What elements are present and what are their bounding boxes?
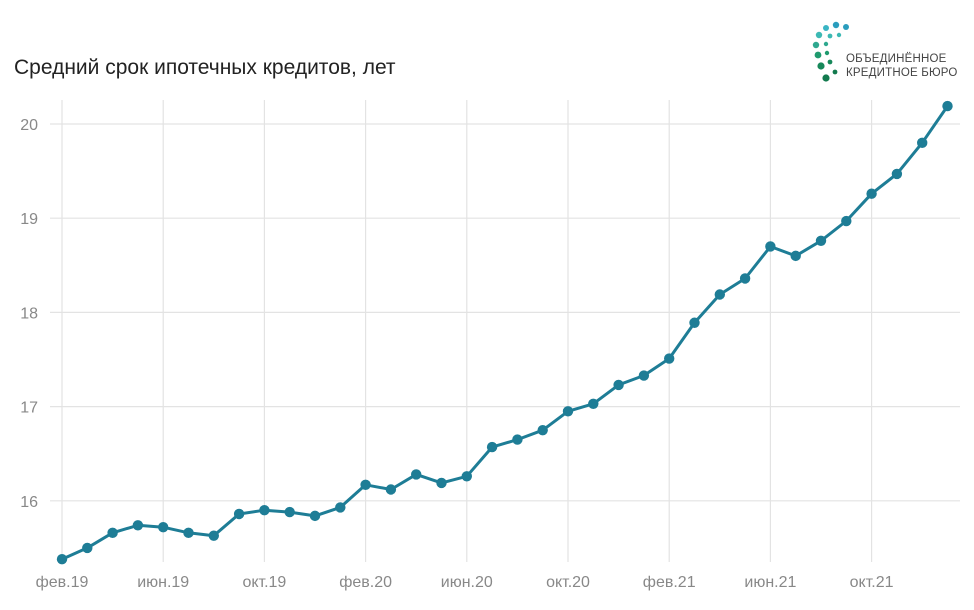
data-point xyxy=(613,379,624,391)
data-point xyxy=(436,477,447,489)
data-point xyxy=(385,484,397,495)
x-tick-label: июн.19 xyxy=(137,574,189,591)
x-tick-label: окт.19 xyxy=(242,574,286,591)
x-tick-label: окт.21 xyxy=(850,574,894,591)
x-gridlines xyxy=(61,100,873,562)
data-point xyxy=(512,434,523,445)
data-point xyxy=(284,506,295,518)
y-tick-label: 16 xyxy=(20,494,38,511)
data-point xyxy=(739,273,751,284)
data-point xyxy=(82,542,93,554)
x-tick-label: фев.19 xyxy=(36,574,89,591)
data-point xyxy=(107,527,118,539)
data-point xyxy=(714,289,725,300)
data-point xyxy=(183,527,194,539)
y-tick-labels: 16 17 18 19 20 xyxy=(20,117,38,511)
data-point xyxy=(132,520,144,531)
data-point xyxy=(158,521,169,533)
okb-logo: ОБЪЕДИНЁННОЕ КРЕДИТНОЕ БЮРО xyxy=(810,20,960,90)
x-tick-label: окт.20 xyxy=(546,574,590,591)
data-point xyxy=(588,398,599,409)
x-tick-label: июн.20 xyxy=(441,574,493,591)
data-point xyxy=(208,530,219,541)
data-point xyxy=(790,250,801,262)
data-point xyxy=(917,137,928,149)
data-point xyxy=(765,241,776,252)
y-gridlines xyxy=(50,123,960,502)
y-tick-label: 18 xyxy=(20,305,38,322)
logo-dots-icon xyxy=(812,21,849,82)
logo-text: ОБЪЕДИНЁННОЕ КРЕДИТНОЕ БЮРО xyxy=(846,52,958,80)
y-tick-label: 17 xyxy=(20,400,38,417)
data-point xyxy=(537,424,548,436)
series-line xyxy=(61,105,949,561)
data-point xyxy=(411,469,422,480)
data-point xyxy=(461,471,472,482)
data-point xyxy=(815,235,827,247)
data-point xyxy=(360,479,371,490)
data-point xyxy=(891,168,903,180)
y-tick-label: 19 xyxy=(20,211,38,228)
data-point xyxy=(259,505,270,516)
chart-title: Средний срок ипотечных кредитов, лет xyxy=(14,56,396,79)
x-tick-label: фев.20 xyxy=(339,574,392,591)
x-tick-labels: фев.19 июн.19 окт.19 фев.20 июн.20 окт.20 фев.… xyxy=(36,574,894,591)
logo-line-1: ОБЪЕДИНЁННОЕ xyxy=(846,53,947,65)
logo-line-2: КРЕДИТНОЕ БЮРО xyxy=(846,67,958,79)
data-point xyxy=(866,188,877,199)
x-tick-label: фев.21 xyxy=(643,574,696,591)
series-points xyxy=(56,100,953,565)
data-point xyxy=(664,353,675,364)
data-point xyxy=(309,510,321,522)
data-point xyxy=(562,406,574,417)
data-point xyxy=(56,554,68,565)
data-point xyxy=(841,215,852,227)
data-point xyxy=(486,441,498,453)
data-point xyxy=(335,502,346,513)
data-point xyxy=(638,370,650,381)
y-tick-label: 20 xyxy=(20,117,38,134)
data-point xyxy=(233,508,245,520)
data-point xyxy=(689,317,700,328)
x-tick-label: июн.21 xyxy=(744,574,796,591)
series-line-group xyxy=(61,105,949,561)
data-point xyxy=(942,100,953,112)
